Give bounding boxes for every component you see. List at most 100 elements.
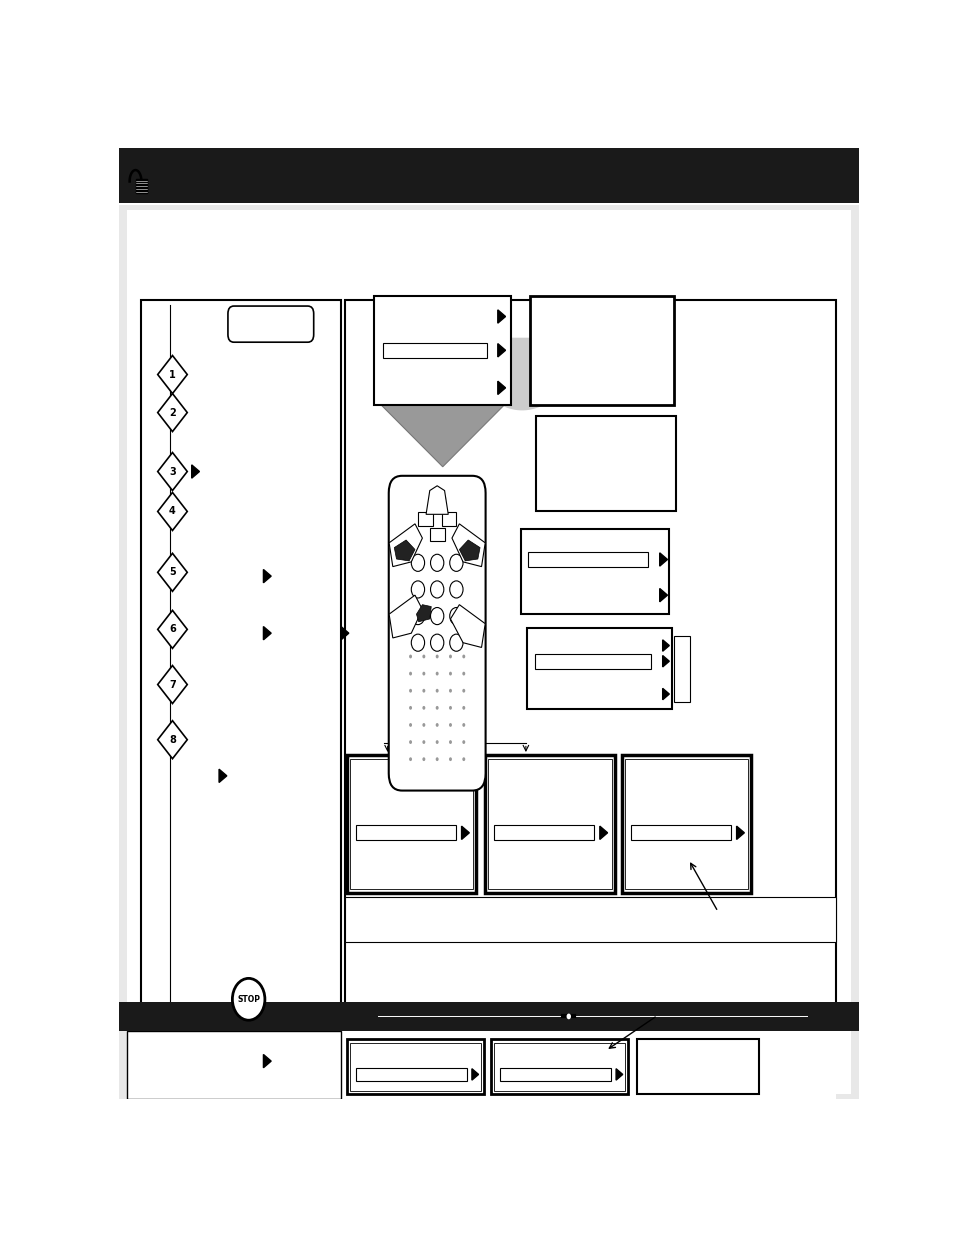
Bar (127, 1031, 341, 1099)
Circle shape (449, 740, 452, 743)
Polygon shape (157, 721, 187, 758)
FancyBboxPatch shape (228, 306, 314, 342)
Bar (347, 1039, 483, 1094)
Polygon shape (659, 553, 667, 566)
Circle shape (422, 706, 425, 710)
Circle shape (436, 722, 438, 727)
Bar (494, 825, 594, 840)
Bar (347, 755, 476, 893)
Polygon shape (394, 540, 415, 561)
Text: 4: 4 (169, 506, 175, 516)
Circle shape (449, 757, 452, 761)
Circle shape (411, 608, 424, 625)
Bar (494, 1044, 624, 1091)
Polygon shape (450, 605, 485, 647)
Bar (383, 342, 486, 358)
Polygon shape (219, 769, 227, 783)
Circle shape (409, 740, 412, 743)
Circle shape (409, 655, 412, 658)
Polygon shape (157, 356, 187, 394)
Circle shape (422, 655, 425, 658)
Polygon shape (736, 826, 743, 840)
Polygon shape (461, 826, 469, 840)
Polygon shape (662, 640, 669, 651)
Polygon shape (157, 452, 187, 490)
Bar (528, 552, 647, 567)
Polygon shape (497, 310, 505, 324)
Bar (535, 416, 676, 511)
Bar (630, 825, 730, 840)
Text: 6: 6 (169, 625, 175, 635)
Circle shape (449, 580, 462, 598)
Circle shape (436, 706, 438, 710)
Bar (119, 148, 858, 204)
Bar (441, 513, 456, 526)
Polygon shape (497, 343, 505, 357)
Polygon shape (157, 553, 187, 592)
Circle shape (436, 672, 438, 676)
Circle shape (430, 608, 443, 625)
Bar (344, 300, 836, 1019)
Polygon shape (452, 524, 485, 567)
Polygon shape (263, 569, 271, 583)
Bar (350, 1044, 480, 1091)
Text: 1: 1 (169, 369, 175, 379)
Bar (135, 179, 147, 193)
Circle shape (462, 757, 465, 761)
Circle shape (449, 655, 452, 658)
Polygon shape (472, 1068, 478, 1081)
FancyBboxPatch shape (388, 475, 485, 790)
Text: 5: 5 (169, 567, 175, 577)
Bar (417, 513, 433, 526)
Circle shape (430, 634, 443, 651)
Circle shape (436, 757, 438, 761)
Circle shape (462, 672, 465, 676)
Circle shape (462, 655, 465, 658)
Text: 8: 8 (169, 735, 175, 745)
Polygon shape (341, 626, 349, 640)
Polygon shape (466, 338, 577, 410)
Polygon shape (662, 656, 669, 667)
Polygon shape (659, 589, 667, 601)
Polygon shape (616, 1068, 622, 1081)
Polygon shape (662, 688, 669, 700)
Bar (529, 295, 673, 405)
Circle shape (409, 757, 412, 761)
Bar (520, 529, 668, 614)
Polygon shape (157, 610, 187, 648)
Polygon shape (497, 382, 505, 394)
Circle shape (462, 740, 465, 743)
Circle shape (422, 740, 425, 743)
Bar (485, 755, 614, 893)
Bar (488, 758, 611, 889)
Polygon shape (426, 485, 448, 514)
Circle shape (449, 608, 462, 625)
Circle shape (422, 672, 425, 676)
Bar (621, 755, 751, 893)
Circle shape (436, 740, 438, 743)
Polygon shape (416, 605, 431, 621)
Polygon shape (157, 493, 187, 531)
Circle shape (462, 689, 465, 693)
Circle shape (449, 706, 452, 710)
Bar (673, 636, 689, 701)
Circle shape (449, 555, 462, 572)
Bar (374, 295, 511, 405)
Bar (499, 1068, 610, 1081)
Circle shape (411, 555, 424, 572)
Circle shape (449, 634, 462, 651)
Circle shape (422, 722, 425, 727)
Polygon shape (381, 405, 504, 467)
Circle shape (233, 978, 265, 1020)
Circle shape (422, 689, 425, 693)
Circle shape (566, 1014, 571, 1019)
Polygon shape (389, 595, 422, 638)
Text: 7: 7 (169, 679, 175, 689)
Bar (429, 498, 444, 510)
Polygon shape (157, 394, 187, 431)
Text: 2: 2 (169, 408, 175, 417)
Text: STOP: STOP (237, 995, 260, 1004)
Bar (141, 300, 341, 1019)
Bar (491, 1039, 627, 1094)
Bar (624, 758, 748, 889)
